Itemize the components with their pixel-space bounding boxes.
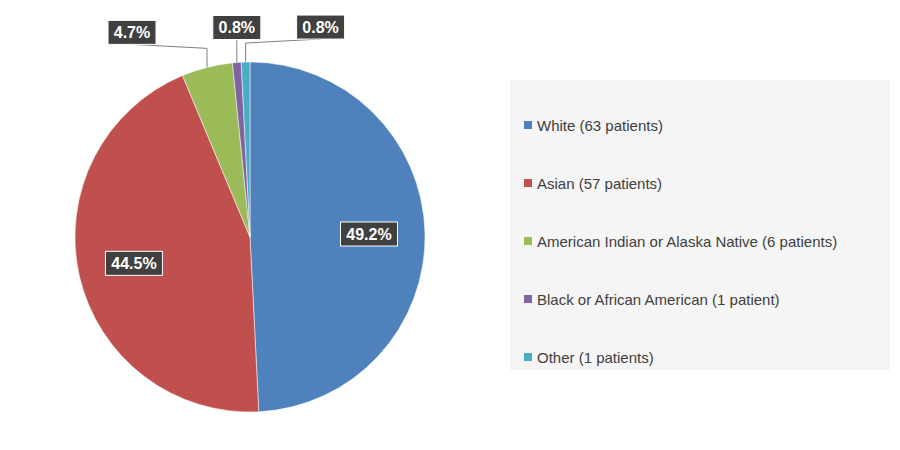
svg-text:49.2%: 49.2% bbox=[346, 226, 391, 243]
html-text:White (63 patients): White (63 patients) bbox=[537, 116, 663, 134]
svg-text:0.8%: 0.8% bbox=[219, 19, 255, 36]
svg-text:0.8%: 0.8% bbox=[302, 19, 338, 36]
html-text:Other (1 patients): Other (1 patients) bbox=[537, 348, 654, 366]
html-text:American Indian or Alaska Nati: American Indian or Alaska Native (6 pati… bbox=[537, 232, 838, 250]
svg-text:44.5%: 44.5% bbox=[111, 255, 156, 272]
html-text:Asian (57 patients): Asian (57 patients) bbox=[537, 174, 663, 192]
html-text:Black or African American (1 p: Black or African American (1 patient) bbox=[537, 290, 780, 308]
svg-text:4.7%: 4.7% bbox=[114, 24, 150, 41]
